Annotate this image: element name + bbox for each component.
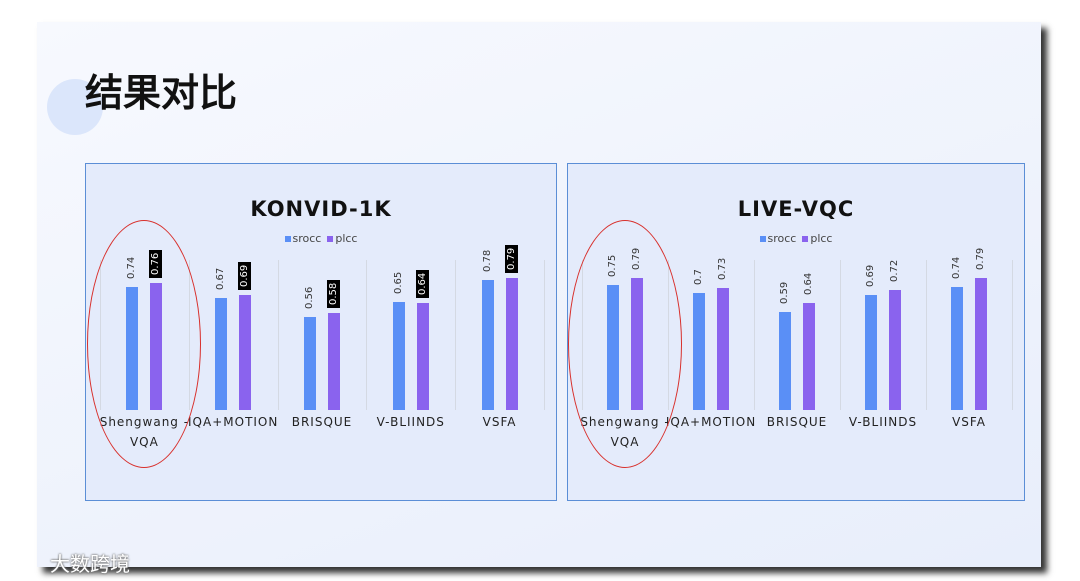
x-tick-label: V-BLIINDS <box>848 415 918 429</box>
value-label: 0.56 <box>304 286 315 309</box>
x-tick-label: IQA+MOTION <box>188 415 279 429</box>
value-label: 0.7 <box>693 269 704 286</box>
grid-line <box>455 260 457 410</box>
decoration <box>47 79 103 135</box>
grid-line <box>1012 260 1013 410</box>
x-tick-label: IQA+MOTION <box>665 415 757 429</box>
legend-item: plcc <box>802 232 832 245</box>
bar <box>505 278 518 410</box>
legend: srocc plcc <box>568 232 1024 245</box>
x-tick-label: BRISQUE <box>766 415 828 429</box>
chart-title: KONVID-1K <box>250 197 392 221</box>
bar <box>779 311 791 410</box>
legend-swatch <box>327 236 334 242</box>
value-label: 0.72 <box>889 259 900 282</box>
highlight-ellipse <box>568 220 682 468</box>
bar <box>239 295 252 410</box>
value-label: 0.58 <box>327 280 340 309</box>
bar <box>803 303 815 410</box>
grid-line <box>754 260 755 410</box>
value-label: 0.69 <box>238 261 252 290</box>
value-label: 0.79 <box>504 245 518 274</box>
value-label: 0.64 <box>415 270 429 299</box>
legend: srocc plcc <box>86 232 556 245</box>
legend-swatch <box>759 236 766 242</box>
legend-item: srocc <box>759 232 797 245</box>
bar <box>392 301 405 410</box>
bar <box>975 278 987 410</box>
value-label: 0.59 <box>779 281 790 304</box>
x-tick-label: VSFA <box>482 415 517 429</box>
legend-swatch <box>802 236 809 242</box>
x-tick-label: VSFA <box>952 415 986 429</box>
grid-line <box>840 260 841 410</box>
grid-line <box>926 260 927 410</box>
value-label: 0.74 <box>951 256 962 279</box>
chart-panel: LIVE-VQC srocc plcc Shengwang - VQA 0.75 0.79… <box>567 163 1025 501</box>
bar <box>865 295 877 410</box>
watermark: 大数跨境 <box>50 552 130 576</box>
bar <box>481 280 494 410</box>
value-label: 0.67 <box>215 268 227 291</box>
value-label: 0.79 <box>975 248 986 271</box>
bar <box>717 288 729 410</box>
legend-label: srocc <box>767 232 797 245</box>
bar <box>215 298 228 410</box>
bar <box>304 316 316 410</box>
bar <box>693 293 705 410</box>
value-label: 0.73 <box>717 258 728 281</box>
highlight-ellipse <box>87 220 202 468</box>
bar <box>328 313 340 410</box>
legend-swatch <box>284 236 291 242</box>
chart-panel: KONVID-1K srocc plcc Shengwang - VQA 0.74 0.7… <box>85 163 557 501</box>
value-label: 0.78 <box>481 249 493 272</box>
x-tick-label: BRISQUE <box>291 415 353 429</box>
legend-label: srocc <box>292 232 322 245</box>
value-label: 0.69 <box>865 264 876 287</box>
bar <box>951 286 963 410</box>
grid-line <box>277 260 279 410</box>
value-label: 0.65 <box>392 271 404 294</box>
legend-item: srocc <box>284 232 322 245</box>
value-label: 0.64 <box>803 273 814 296</box>
legend-item: plcc <box>327 232 357 245</box>
legend-label: plcc <box>335 232 358 245</box>
grid-line <box>366 260 368 410</box>
bar <box>889 290 901 410</box>
bar <box>416 303 429 410</box>
slide-title: 结果对比 <box>85 71 238 115</box>
grid-line <box>544 260 545 410</box>
chart-title: LIVE-VQC <box>737 197 855 221</box>
x-tick-label: V-BLIINDS <box>376 415 445 429</box>
legend-label: plcc <box>810 232 833 245</box>
